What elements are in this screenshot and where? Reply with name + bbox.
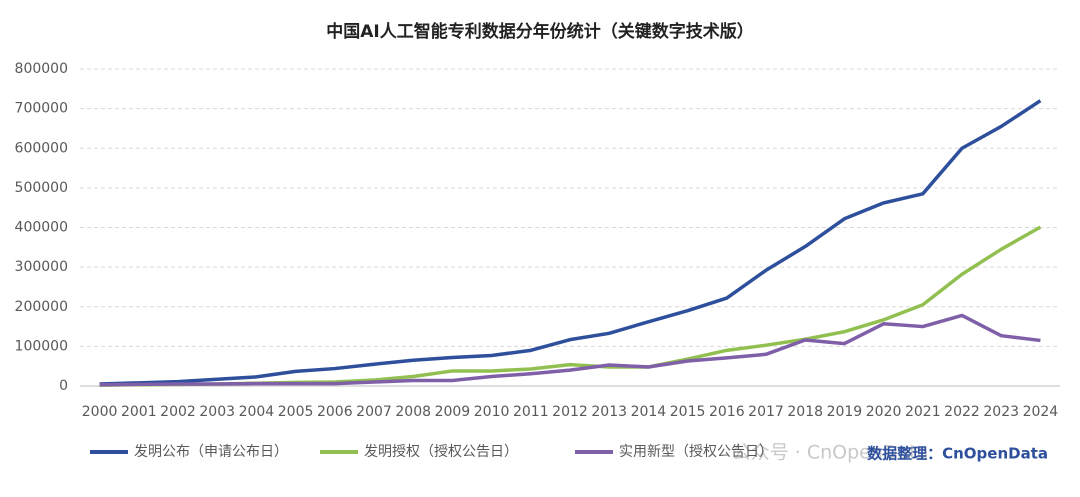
chart-title: 中国AI人工智能专利数据分年份统计（关键数字技术版） xyxy=(326,21,753,42)
x-tick-label: 2011 xyxy=(513,404,549,420)
watermark: 公众号 · CnOpenData xyxy=(732,442,929,464)
x-tick-label: 2003 xyxy=(199,404,235,420)
x-tick-label: 2023 xyxy=(983,404,1019,420)
series-line xyxy=(99,313,1041,387)
x-tick-label: 2018 xyxy=(787,404,823,420)
credit: 数据整理：CnOpenData xyxy=(867,445,1048,463)
x-tick-label: 2012 xyxy=(552,404,588,420)
y-tick-label: 800000 xyxy=(15,61,68,77)
y-tick-label: 100000 xyxy=(15,338,68,354)
x-tick-label: 2024 xyxy=(1023,404,1059,420)
x-tick-label: 2007 xyxy=(356,404,392,420)
x-tick-label: 2019 xyxy=(827,404,863,420)
x-tick-label: 2010 xyxy=(474,404,510,420)
y-tick-label: 300000 xyxy=(15,259,68,275)
x-tick-label: 2005 xyxy=(278,404,314,420)
x-tick-label: 2021 xyxy=(905,404,941,420)
x-tick-label: 2022 xyxy=(944,404,980,420)
x-tick-label: 2016 xyxy=(709,404,745,420)
x-tick-label: 2009 xyxy=(435,404,471,420)
x-tick-label: 2013 xyxy=(591,404,627,420)
y-tick-label: 600000 xyxy=(15,140,68,156)
x-tick-label: 2004 xyxy=(239,404,275,420)
x-tick-label: 2001 xyxy=(121,404,157,420)
series-line xyxy=(99,99,1042,386)
x-tick-label: 2000 xyxy=(82,404,118,420)
legend-label: 实用新型（授权公告日） xyxy=(619,444,773,460)
x-tick-label: 2015 xyxy=(670,404,706,420)
series-line xyxy=(99,225,1042,387)
legend-item: 发明授权（授权公告日） xyxy=(320,444,518,460)
x-tick-label: 2008 xyxy=(395,404,431,420)
x-tick-label: 2017 xyxy=(748,404,784,420)
legend-item: 发明公布（申请公布日） xyxy=(90,444,288,460)
y-tick-label: 200000 xyxy=(15,299,68,315)
x-tick-label: 2002 xyxy=(160,404,196,420)
y-tick-label: 500000 xyxy=(15,180,68,196)
legend-label: 发明授权（授权公告日） xyxy=(364,444,518,460)
x-tick-label: 2006 xyxy=(317,404,353,420)
x-tick-label: 2020 xyxy=(866,404,902,420)
legend-label: 发明公布（申请公布日） xyxy=(134,444,288,460)
x-tick-label: 2014 xyxy=(631,404,667,420)
y-tick-label: 0 xyxy=(59,378,68,394)
y-tick-label: 400000 xyxy=(15,220,68,236)
y-tick-label: 700000 xyxy=(15,101,68,117)
legend-item: 实用新型（授权公告日） xyxy=(575,444,773,460)
